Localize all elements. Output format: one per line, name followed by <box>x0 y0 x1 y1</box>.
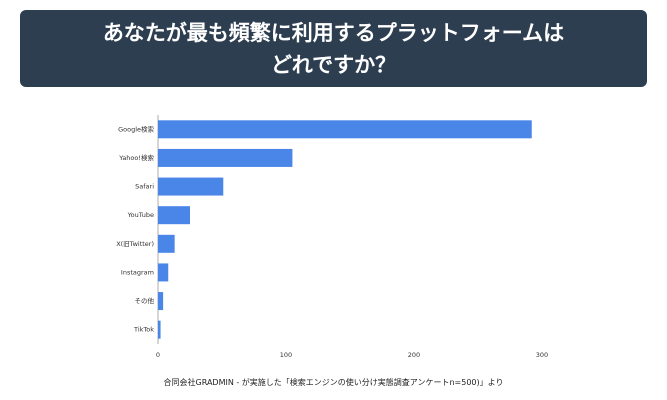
y-tick-label: その他 <box>135 296 155 305</box>
y-tick-label: TikTok <box>133 326 154 334</box>
y-tick-label: X(旧Twitter) <box>116 240 154 248</box>
bar <box>158 320 161 339</box>
chart-title: あなたが最も頻繁に利用するプラットフォームは どれですか？ <box>102 20 565 77</box>
y-tick-label: Google検索 <box>118 124 154 133</box>
x-tick-label: 200 <box>408 351 420 359</box>
bar <box>158 206 190 225</box>
x-tick-label: 100 <box>280 351 292 359</box>
source-note: 合同会社GRADMIN - が実施した「検索エンジンの使い分け実態調査アンケート… <box>163 378 504 387</box>
y-tick-label: YouTube <box>127 211 154 219</box>
y-tick-label: Safari <box>135 183 154 191</box>
bar <box>158 292 164 311</box>
bar <box>158 263 169 282</box>
y-tick-label: Yahoo!検索 <box>118 153 154 162</box>
x-tick-label: 0 <box>156 351 160 359</box>
bar <box>158 234 175 253</box>
bar <box>158 120 532 139</box>
bar <box>158 177 224 196</box>
title-banner: あなたが最も頻繁に利用するプラットフォームは どれですか？ <box>20 10 647 87</box>
bar <box>158 148 293 167</box>
y-tick-label: Instagram <box>121 268 154 276</box>
x-tick-label: 300 <box>536 351 548 359</box>
